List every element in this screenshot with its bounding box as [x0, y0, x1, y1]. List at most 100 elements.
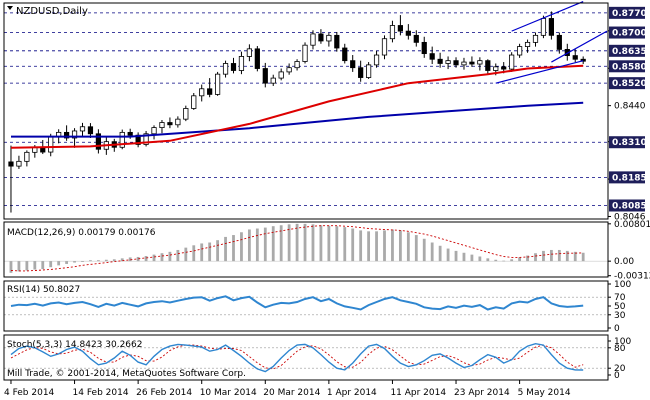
price-candle	[143, 130, 149, 147]
price-candle	[381, 35, 388, 60]
macd-histogram-bar	[232, 235, 235, 262]
candle-body-bull	[246, 48, 252, 57]
price-level-label: 0.8580	[612, 62, 647, 72]
price-level-label-box	[609, 171, 645, 184]
time-axis-label: 10 Mar 2014	[200, 388, 257, 398]
price-candle	[445, 56, 451, 70]
price-candle	[199, 84, 205, 102]
macd-histogram-bar	[557, 249, 561, 262]
macd-histogram-bar	[168, 251, 172, 262]
candle-body-bear	[342, 47, 348, 62]
candle-body-bull	[151, 127, 157, 135]
candle-body-bear	[207, 88, 213, 95]
price-candle	[95, 129, 101, 154]
candle-body-bear	[429, 53, 435, 60]
moving-averages	[10, 64, 584, 149]
candle-body-bull	[159, 122, 165, 128]
price-candle	[572, 49, 578, 63]
candle-body-bull	[238, 56, 245, 71]
price-candle	[8, 145, 14, 213]
macd-histogram-bar	[128, 257, 132, 262]
candle-body-bear	[127, 131, 133, 136]
candle-body-bull	[16, 160, 22, 167]
time-axis: 4 Feb 2014 14 Feb 2014 26 Feb 2014 10 Mar 2…	[4, 380, 571, 398]
price-candle	[71, 128, 78, 148]
candle-body-bull	[24, 151, 30, 162]
price-candle	[334, 31, 340, 52]
macd-histogram-bar	[438, 245, 442, 262]
macd-histogram-bar	[526, 255, 529, 262]
candle-body-bull	[389, 25, 396, 40]
macd-histogram-bar	[176, 249, 180, 262]
candle-body-bull	[381, 38, 388, 56]
macd-histogram-bar	[462, 252, 466, 262]
price-candle	[215, 71, 221, 96]
price-level-label-box	[609, 44, 645, 57]
candle-body-bear	[358, 67, 364, 78]
price-candle	[175, 116, 181, 128]
macd-histogram-bar	[263, 227, 267, 262]
rsi-line	[10, 295, 584, 311]
macd-histogram-bar	[446, 248, 450, 262]
price-level-label-box	[609, 6, 645, 19]
macd-histogram-bar	[152, 254, 156, 262]
price-candle	[548, 11, 554, 40]
price-candle	[310, 30, 316, 50]
stochastic-axis-label: 0	[614, 371, 620, 381]
macd-histogram-bar	[73, 261, 76, 263]
macd-histogram-bar	[565, 250, 569, 262]
price-candle	[278, 68, 284, 81]
macd-histogram-bar	[343, 227, 347, 262]
macd-panel-frame	[3, 221, 609, 278]
price-candle	[207, 78, 213, 98]
macd-histogram-bar	[486, 258, 490, 262]
price-candle	[151, 125, 157, 140]
macd-histogram-bar	[287, 224, 291, 262]
price-level-label-box	[609, 60, 645, 73]
time-axis-label: 4 Feb 2014	[4, 388, 55, 398]
macd-histogram-bar	[136, 256, 140, 262]
price-level-label: 0.8520	[612, 79, 647, 89]
macd-histogram-bar	[534, 253, 537, 262]
price-level-label: 0.8310	[612, 138, 647, 148]
price-candle	[461, 57, 467, 70]
price-candle	[350, 55, 356, 72]
symbol-title: NZDUSD,Daily	[16, 6, 88, 17]
candle-body-bear	[350, 60, 356, 69]
price-candle	[262, 62, 268, 88]
candle-body-bull	[445, 60, 451, 64]
price-candle	[429, 46, 435, 65]
time-axis-label: 11 Apr 2014	[390, 388, 446, 398]
candle-body-bear	[548, 18, 554, 36]
candle-body-bear	[254, 48, 260, 69]
price-level-label-box	[609, 199, 645, 212]
price-axis: 0.80460.81790.83120.84400.85730.87060.80…	[608, 6, 647, 222]
candle-body-bear	[262, 68, 268, 84]
candle-body-bear	[453, 60, 459, 66]
time-axis-label: 14 Feb 2014	[73, 388, 129, 398]
macd-signal-path	[10, 225, 584, 272]
macd-histogram-bar	[224, 236, 227, 262]
price-candle	[270, 74, 276, 86]
macd-axis-label: 0.00801	[614, 220, 650, 230]
time-axis-label: 1 Apr 2014	[327, 388, 377, 398]
candle-body-bull	[326, 34, 332, 42]
candle-body-bull	[286, 67, 292, 73]
macd-histogram-bar	[414, 235, 418, 262]
candle-body-bull	[175, 118, 181, 126]
price-candle	[16, 155, 22, 169]
price-candle	[24, 150, 30, 167]
macd-histogram-bar	[96, 260, 100, 262]
price-candle	[421, 36, 427, 58]
stochastic-levels	[4, 347, 608, 369]
macd-histogram-bar	[375, 231, 378, 262]
stochastic-main-path	[10, 342, 584, 373]
rsi-path	[10, 295, 584, 311]
candle-body-bear	[334, 34, 340, 49]
candle-body-bull	[366, 64, 372, 78]
trendline	[551, 30, 608, 63]
macd-histogram-bar	[9, 261, 13, 273]
rsi-axis-label: 70	[614, 293, 626, 303]
